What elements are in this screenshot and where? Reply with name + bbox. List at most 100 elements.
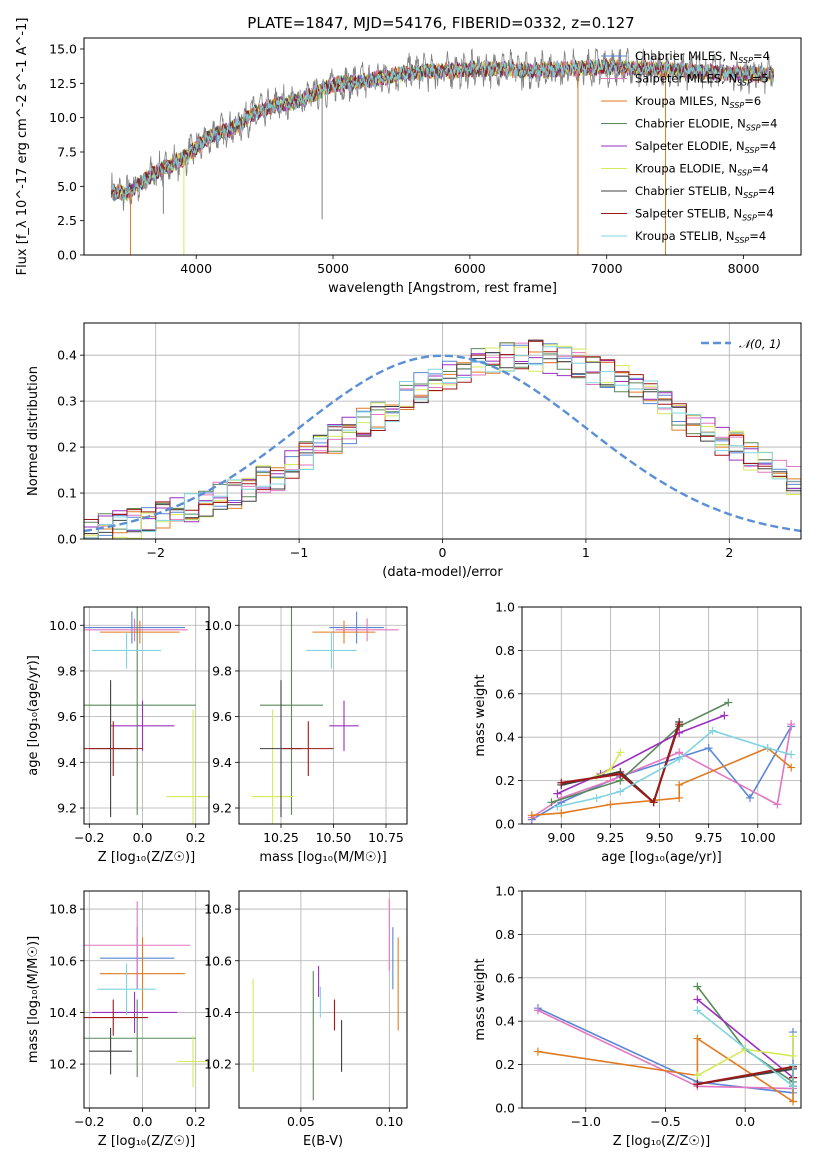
y-axis-label: mass weight (473, 958, 488, 1040)
legend-value: =6 (744, 94, 761, 108)
x-tick-label: 0.0 (133, 830, 153, 845)
y-tick-label: 10.4 (49, 1005, 77, 1020)
y-tick-label: 5.0 (57, 179, 77, 194)
data-marker (787, 750, 796, 759)
axes-frame (83, 37, 802, 256)
y-axis-label: age [log₁₀(age/yr)] (26, 655, 41, 776)
y-tick-label: 9.4 (57, 755, 77, 770)
age-vs-mass-panel: 10.25 10.50 10.75 9.2 9.4 9.6 9.8 10.0 mass [log… (204, 606, 408, 865)
legend-value: =4 (761, 117, 778, 131)
x-tick-label: 0 (439, 545, 447, 560)
axes-frame (238, 890, 408, 1109)
y-tick-label: 0.6 (495, 686, 515, 701)
y-tick-label: 9.8 (212, 663, 232, 678)
data-marker (616, 787, 625, 796)
age-vs-metallicity-panel: −0.2 0.0 0.2 9.2 9.4 9.6 9.8 10.0 Z [log₁₀(Z/Z☉)… (26, 606, 210, 865)
data-marker (675, 754, 684, 763)
mass-weight-line (557, 714, 725, 795)
data-marker (789, 1060, 798, 1069)
data-marker (675, 793, 684, 802)
y-tick-label: 9.8 (57, 663, 77, 678)
legend-subscript: SSP (730, 101, 745, 110)
legend-text: Kroupa ELODIE, N (635, 162, 737, 176)
legend-subscript: SSP (737, 79, 752, 88)
data-marker (606, 800, 615, 809)
mass-weight-line (561, 723, 681, 805)
y-tick-label: 10.6 (204, 953, 232, 968)
data-marker (789, 1032, 798, 1041)
legend-text: Chabrier STELIB, N (635, 184, 743, 198)
x-tick-label: 0.10 (375, 1114, 403, 1129)
x-tick-label: 10.75 (368, 830, 404, 845)
y-tick-label: 0.4 (57, 348, 77, 363)
x-tick-label: 9.75 (695, 830, 723, 845)
data-marker (693, 1080, 702, 1089)
legend-entry: Kroupa ELODIE, NSSP=4 (635, 162, 769, 178)
y-tick-label: 10.6 (49, 953, 77, 968)
legend-entry: Kroupa MILES, NSSP=6 (635, 94, 761, 110)
x-tick-label: 10.25 (263, 830, 299, 845)
histogram-step (84, 344, 801, 539)
data-marker (616, 748, 625, 757)
y-tick-label: 0.8 (495, 927, 515, 942)
y-tick-label: 10.0 (49, 618, 77, 633)
data-marker (557, 809, 566, 818)
legend-subscript: SSP (742, 214, 757, 223)
plot-area (252, 898, 399, 1101)
spectrum-title: PLATE=1847, MJD=54176, FIBERID=0332, z=0… (247, 14, 634, 32)
data-marker (789, 1051, 798, 1060)
legend-value: =4 (757, 207, 774, 221)
legend-value: =5 (752, 72, 769, 86)
y-tick-label: 9.2 (212, 801, 232, 816)
y-tick-label: 10.0 (204, 618, 232, 633)
y-tick-label: 1.0 (495, 600, 515, 615)
data-marker (547, 798, 556, 807)
x-tick-label: −0.2 (74, 830, 104, 845)
y-tick-label: 15.0 (49, 41, 77, 56)
data-marker (708, 726, 717, 735)
mass-weight-vs-age-panel: 9.00 9.25 9.50 9.75 10.00 0.0 0.2 0.4 0.6 0.8 1.0 a… (473, 600, 802, 865)
x-tick-label: 8000 (728, 261, 760, 276)
x-axis-label: Z [log₁₀(Z/Z☉)] (98, 850, 195, 865)
plot-area (533, 982, 798, 1106)
data-marker (787, 763, 796, 772)
data-marker (616, 770, 625, 779)
y-tick-label: 0.0 (495, 817, 515, 832)
y-axis-label: mass [log₁₀(M/M☉)] (26, 936, 41, 1063)
x-tick-label: 9.00 (547, 830, 575, 845)
x-axis-label: (data-model)/error (382, 565, 503, 580)
data-marker (693, 1006, 702, 1015)
x-tick-label: 10.00 (740, 830, 776, 845)
mass-weight-line (531, 726, 792, 821)
legend-value: =4 (753, 49, 770, 63)
y-tick-label: 1.0 (495, 884, 515, 899)
y-tick-label: 0.2 (495, 1057, 515, 1072)
x-tick-label: 0.0 (133, 1114, 153, 1129)
y-tick-label: 10.2 (204, 1057, 232, 1072)
x-tick-label: 2 (725, 545, 733, 560)
data-marker (592, 793, 601, 802)
x-tick-label: 7000 (591, 261, 623, 276)
x-tick-label: 9.25 (596, 830, 624, 845)
y-tick-label: 0.2 (495, 773, 515, 788)
y-tick-label: 0.3 (57, 394, 77, 409)
mass-weight-line (551, 701, 729, 804)
residual-histogram-panel: −2 −1 0 1 2 0.0 0.1 0.2 0.3 0.4 (data-model)/error… (26, 322, 802, 580)
y-tick-label: 10.4 (204, 1005, 232, 1020)
legend-value: =4 (752, 162, 769, 176)
plot-area (84, 339, 801, 539)
x-tick-label: −1 (290, 545, 308, 560)
legend-value: =4 (758, 184, 775, 198)
data-marker (553, 802, 562, 811)
y-tick-label: 0.8 (495, 643, 515, 658)
data-marker (789, 1082, 798, 1091)
legend-entry: Kroupa STELIB, NSSP=4 (635, 229, 766, 245)
data-marker (789, 1097, 798, 1106)
y-tick-label: 0.2 (57, 440, 77, 455)
legend-value: =4 (759, 139, 776, 153)
data-marker (745, 793, 754, 802)
x-axis-label: Z [log₁₀(Z/Z☉)] (613, 1134, 710, 1149)
y-tick-label: 0.1 (57, 486, 77, 501)
x-tick-label: 0.2 (186, 1114, 206, 1129)
